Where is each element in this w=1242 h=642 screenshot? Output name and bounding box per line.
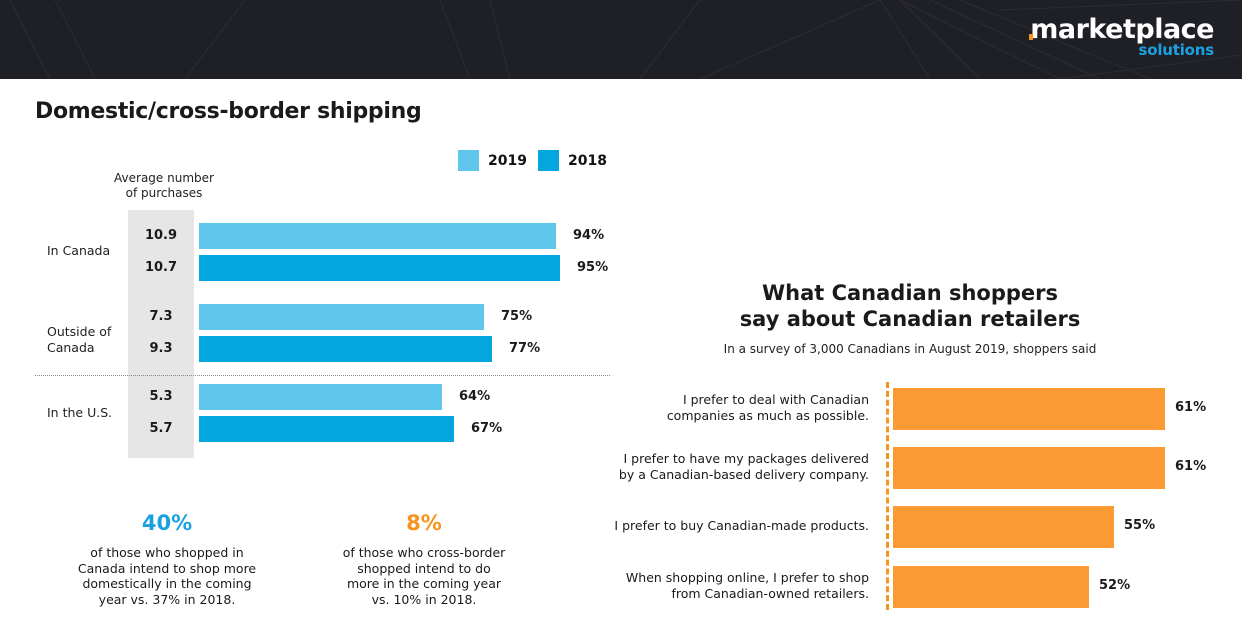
marketplace-solutions-logo: marketplace solutions <box>1029 14 1215 59</box>
bar-2019-2 <box>199 384 442 410</box>
survey-statement-line: from Canadian-owned retailers. <box>671 586 869 601</box>
bar-2018-0 <box>199 255 560 281</box>
logo-sub-text: solutions <box>1138 41 1215 59</box>
legend-swatch-2018 <box>538 150 559 171</box>
stat-line: domestically in the coming <box>82 576 252 591</box>
section-divider-dotted <box>35 375 610 376</box>
survey-statement-label: I prefer to have my packages delivered by… <box>589 451 869 483</box>
group-label-line: Canada <box>47 340 95 355</box>
decorative-lines <box>9 0 1242 79</box>
stat-cross-border-description: of those who cross-border shopped intend… <box>318 545 530 607</box>
avg-value-canada-2019: 10.9 <box>144 228 178 243</box>
avg-value-us-2019: 5.3 <box>149 389 173 404</box>
avg-purchases-header: Average number of purchases <box>100 171 228 201</box>
survey-statement-line: I prefer to buy Canadian-made products. <box>614 518 869 533</box>
survey-subtitle: In a survey of 3,000 Canadians in August… <box>723 342 1097 356</box>
logo-wordmark: marketplace <box>1030 14 1214 45</box>
stat-domestic-value: 40% <box>141 511 193 535</box>
legend-swatch-2019 <box>458 150 479 171</box>
header-banner: marketplace solutions <box>0 0 1242 79</box>
bar-2019-0 <box>199 223 556 249</box>
group-label-in-canada: In Canada <box>47 243 110 259</box>
survey-bar-0 <box>893 388 1165 430</box>
survey-bar-2 <box>893 506 1114 548</box>
avg-value-canada-2018: 10.7 <box>144 260 178 275</box>
survey-bar-value-label: 61% <box>1175 400 1207 415</box>
survey-axis-dashed <box>886 382 889 610</box>
bar-2018-1 <box>199 336 492 362</box>
section-title: Domestic/cross-border shipping <box>35 99 422 124</box>
group-label-in-us: In the U.S. <box>47 405 112 421</box>
survey-statement-line: by a Canadian-based delivery company. <box>618 467 869 482</box>
logo-orange-dot <box>1029 34 1034 40</box>
survey-bar-3 <box>893 566 1089 608</box>
legend-item-2018: 2018 <box>538 150 607 171</box>
legend-item-2019: 2019 <box>458 150 527 171</box>
avg-purchases-column <box>128 210 194 458</box>
stat-line: year vs. 37% in 2018. <box>98 591 236 607</box>
stat-line: Canada intend to shop more <box>77 560 257 576</box>
survey-statement-line: companies as much as possible. <box>666 408 869 423</box>
survey-statement-line: When shopping online, I prefer to shop <box>625 570 869 585</box>
group-label-line: In the U.S. <box>47 405 113 420</box>
logo-main-text: marketplace <box>1029 14 1214 45</box>
survey-bar-value-label: 55% <box>1124 518 1156 533</box>
bar-value-label: 77% <box>509 341 541 356</box>
stat-domestic: 40% of those who shopped in Canada inten… <box>47 511 287 607</box>
survey-title-line2: say about Canadian retailers <box>739 307 1081 331</box>
survey-title: What Canadian shoppers say about Canadia… <box>700 280 1120 332</box>
survey-bar-1 <box>893 447 1165 489</box>
stat-cross-border: 8% of those who cross-border shopped int… <box>318 511 530 607</box>
bar-2018-2 <box>199 416 454 442</box>
avg-purchases-header-line2: of purchases <box>125 186 203 200</box>
bar-value-label: 75% <box>501 309 533 324</box>
survey-statement-line: I prefer to deal with Canadian <box>682 392 869 407</box>
bar-value-label: 95% <box>577 260 609 275</box>
survey-statement-label: I prefer to deal with Canadian companies … <box>589 392 869 424</box>
stat-line: shopped intend to do <box>357 560 491 576</box>
avg-value-us-2018: 5.7 <box>149 421 173 436</box>
stat-domestic-description: of those who shopped in Canada intend to… <box>47 545 287 607</box>
stat-line: more in the coming year <box>346 576 502 591</box>
bar-value-label: 64% <box>459 389 491 404</box>
survey-statement-label: When shopping online, I prefer to shop fr… <box>589 570 869 602</box>
avg-value-outside-2018: 9.3 <box>149 341 173 356</box>
survey-statement-label: I prefer to buy Canadian-made products. <box>589 518 869 534</box>
stat-line: of those who cross-border <box>342 545 506 560</box>
survey-statement-line: I prefer to have my packages delivered <box>623 451 869 466</box>
avg-value-outside-2019: 7.3 <box>149 309 173 324</box>
survey-title-line1: What Canadian shoppers <box>761 281 1059 305</box>
avg-purchases-header-line1: Average number <box>114 171 214 185</box>
bar-value-label: 94% <box>573 228 605 243</box>
group-label-outside-canada: Outside of Canada <box>47 324 111 356</box>
stat-cross-border-value: 8% <box>406 511 442 535</box>
stat-line: of those who shopped in <box>90 545 244 560</box>
bar-2019-1 <box>199 304 484 330</box>
bar-value-label: 67% <box>471 421 503 436</box>
group-label-line: In Canada <box>47 243 111 258</box>
stat-line: vs. 10% in 2018. <box>371 591 477 607</box>
group-label-line: Outside of <box>47 324 112 339</box>
legend-label-2019: 2019 <box>488 152 527 169</box>
survey-bar-value-label: 52% <box>1099 578 1131 593</box>
survey-bar-value-label: 61% <box>1175 459 1207 474</box>
legend-label-2018: 2018 <box>568 152 607 169</box>
